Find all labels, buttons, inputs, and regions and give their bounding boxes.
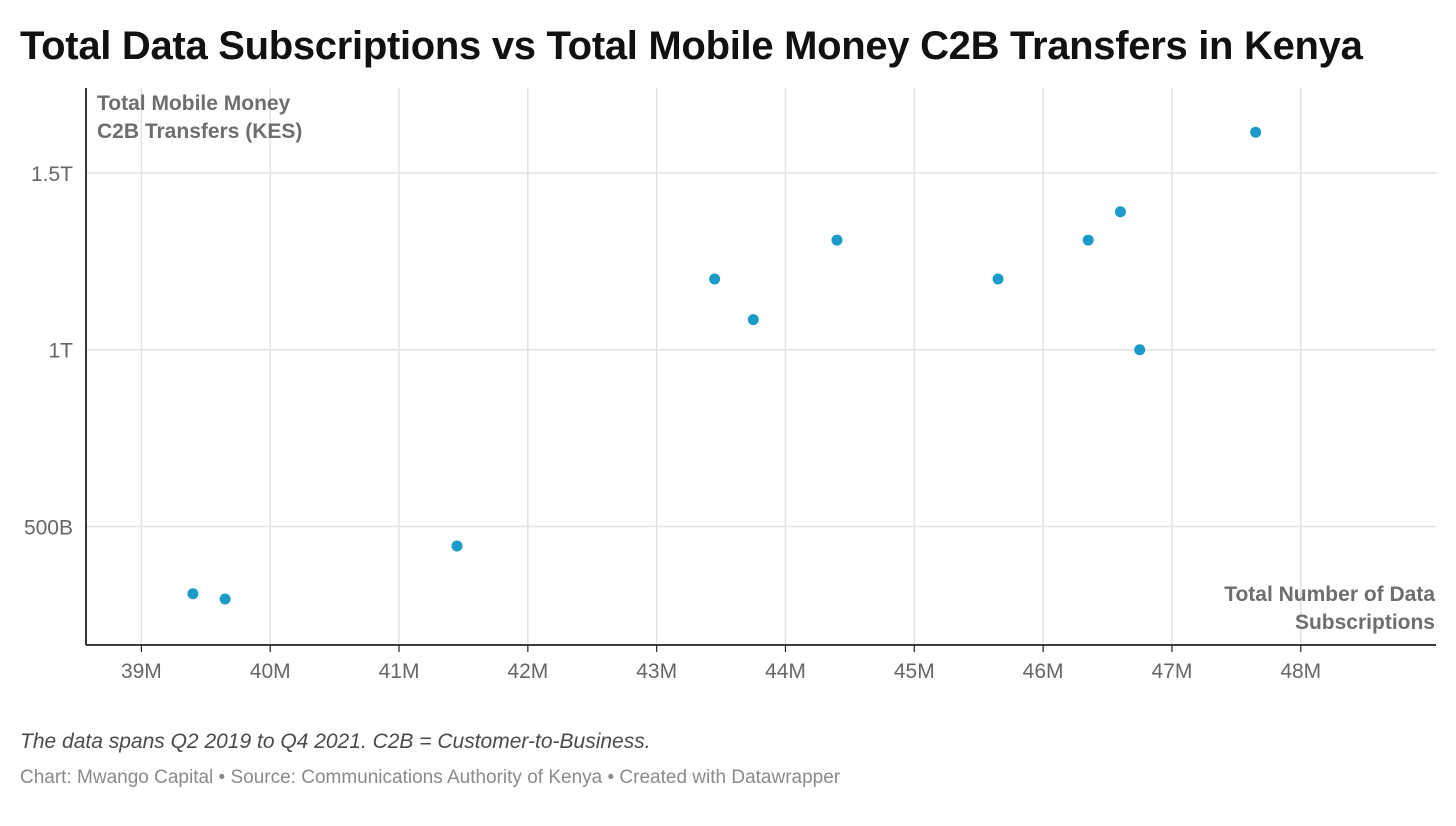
y-axis-title: C2B Transfers (KES) (97, 120, 302, 143)
y-tick-label: 1T (48, 340, 73, 363)
y-tick-label: 1.5T (31, 163, 73, 186)
data-point (187, 588, 199, 600)
data-points (187, 126, 1262, 605)
data-point (1082, 234, 1094, 246)
x-axis-title: Subscriptions (1295, 611, 1435, 634)
x-tick-label: 44M (765, 660, 806, 683)
x-axis-title: Total Number of Data (1224, 583, 1435, 606)
data-point (747, 314, 759, 326)
data-point (709, 273, 721, 285)
chart-notes: The data spans Q2 2019 to Q4 2021. C2B =… (20, 730, 651, 753)
data-point (219, 593, 231, 605)
data-point (1250, 126, 1262, 138)
x-tick-labels: 39M 40M 41M 42M 43M 44M 45M 46M 47M 48M (121, 660, 1321, 683)
data-point (992, 273, 1004, 285)
y-tick-labels: 500B 1T 1.5T (24, 163, 73, 540)
data-point (1134, 344, 1146, 356)
x-tick-label: 41M (379, 660, 420, 683)
data-point (831, 234, 843, 246)
chart-footer: Chart: Mwango Capital • Source: Communic… (20, 767, 841, 788)
data-point (451, 540, 463, 552)
y-gridlines (86, 172, 1436, 528)
x-tick-label: 45M (894, 660, 935, 683)
axis-titles: Total Mobile Money C2B Transfers (KES) Tot… (97, 92, 1435, 634)
data-point (1114, 206, 1126, 218)
x-tick-label: 46M (1023, 660, 1064, 683)
y-axis-title: Total Mobile Money (97, 92, 291, 115)
x-tick-label: 48M (1280, 660, 1321, 683)
x-tick-label: 43M (636, 660, 677, 683)
y-tick-label: 500B (24, 517, 73, 540)
x-tick-label: 42M (507, 660, 548, 683)
chart-title: Total Data Subscriptions vs Total Mobile… (20, 24, 1363, 68)
x-tick-label: 39M (121, 660, 162, 683)
x-tick-label: 47M (1151, 660, 1192, 683)
x-gridlines (140, 88, 1302, 645)
x-tick-label: 40M (250, 660, 291, 683)
axes (85, 88, 1436, 652)
